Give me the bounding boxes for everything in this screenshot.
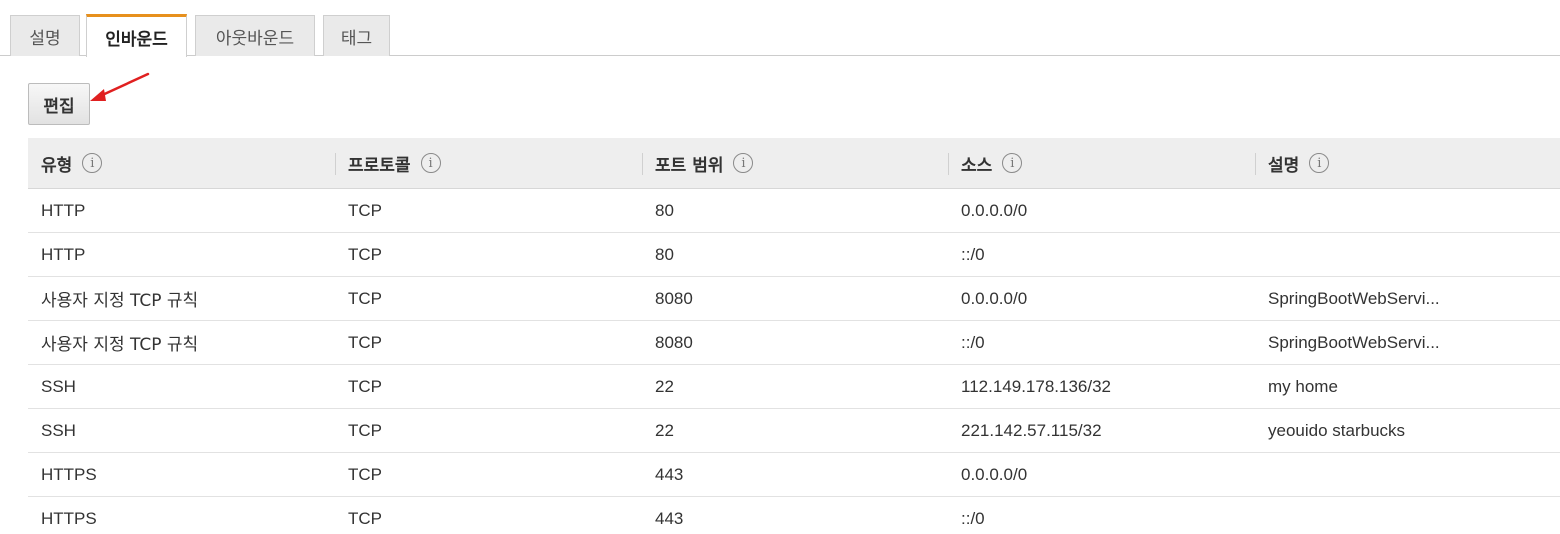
column-header-type[interactable]: 유형 i xyxy=(28,138,335,188)
cell-source: ::/0 xyxy=(961,509,985,528)
cell-type: HTTPS xyxy=(41,464,97,484)
cell-type: SSH xyxy=(41,376,76,396)
cell-protocol: TCP xyxy=(348,376,382,396)
tab-description[interactable]: 설명 xyxy=(10,15,80,56)
cell-port-range: 80 xyxy=(655,200,674,220)
column-header-source[interactable]: 소스 i xyxy=(948,138,1255,188)
tab-outbound[interactable]: 아웃바운드 xyxy=(195,15,315,56)
cell-source: 0.0.0.0/0 xyxy=(961,288,1028,308)
cell-port-range: 443 xyxy=(655,464,684,484)
table-row: SSH TCP 22 221.142.57.115/32 yeouido sta… xyxy=(28,409,1560,453)
column-header-protocol[interactable]: 프로토콜 i xyxy=(335,138,642,188)
cell-description: my home xyxy=(1268,376,1338,396)
cell-source: ::/0 xyxy=(961,244,985,264)
edit-button[interactable]: 편집 xyxy=(28,83,90,125)
cell-description xyxy=(1255,453,1560,496)
cell-description xyxy=(1255,189,1560,232)
cell-source: 221.142.57.115/32 xyxy=(961,420,1102,440)
tab-inbound[interactable]: 인바운드 xyxy=(86,14,187,57)
red-arrow-annotation xyxy=(90,72,150,101)
column-header-description[interactable]: 설명 i xyxy=(1255,138,1560,188)
cell-source: ::/0 xyxy=(961,332,985,352)
info-icon[interactable]: i xyxy=(1002,153,1023,173)
column-header-label: 유형 xyxy=(41,155,73,176)
cell-port-range: 22 xyxy=(655,420,674,440)
cell-source: 112.149.178.136/32 xyxy=(961,376,1111,396)
column-header-label: 프로토콜 xyxy=(348,155,411,176)
cell-source: 0.0.0.0/0 xyxy=(961,464,1028,484)
info-icon[interactable]: i xyxy=(82,153,103,173)
cell-type: HTTP xyxy=(41,244,86,264)
tab-bar: 설명 인바운드 아웃바운드 태그 xyxy=(0,0,1560,57)
cell-protocol: TCP xyxy=(348,244,382,264)
column-header-label: 소스 xyxy=(961,155,993,176)
cell-type: 사용자 지정 TCP 규칙 xyxy=(41,335,199,355)
cell-type: HTTP xyxy=(41,200,86,220)
cell-port-range: 8080 xyxy=(655,332,693,352)
cell-port-range: 443 xyxy=(655,509,684,528)
info-icon[interactable]: i xyxy=(733,153,754,173)
cell-port-range: 80 xyxy=(655,244,674,264)
cell-type: HTTPS xyxy=(41,509,97,528)
cell-protocol: TCP xyxy=(348,288,382,308)
cell-type: 사용자 지정 TCP 규칙 xyxy=(41,291,199,311)
table-row: HTTPS TCP 443 0.0.0.0/0 xyxy=(28,453,1560,497)
cell-description xyxy=(1255,497,1560,534)
cell-source: 0.0.0.0/0 xyxy=(961,200,1028,220)
table-header: 유형 i 프로토콜 i 포트 범위 i 소스 i 설명 i xyxy=(28,138,1560,189)
tab-tags[interactable]: 태그 xyxy=(323,15,390,56)
cell-protocol: TCP xyxy=(348,200,382,220)
cell-description: SpringBootWebServi... xyxy=(1268,332,1440,352)
column-header-label: 설명 xyxy=(1268,155,1300,176)
table-row: HTTP TCP 80 ::/0 xyxy=(28,233,1560,277)
cell-port-range: 22 xyxy=(655,376,674,396)
cell-type: SSH xyxy=(41,420,76,440)
table-row: HTTPS TCP 443 ::/0 xyxy=(28,497,1560,534)
cell-protocol: TCP xyxy=(348,464,382,484)
info-icon[interactable]: i xyxy=(1309,153,1330,173)
table-row: HTTP TCP 80 0.0.0.0/0 xyxy=(28,189,1560,233)
column-header-port-range[interactable]: 포트 범위 i xyxy=(642,138,948,188)
cell-protocol: TCP xyxy=(348,509,382,528)
cell-protocol: TCP xyxy=(348,332,382,352)
table-row: 사용자 지정 TCP 규칙 TCP 8080 ::/0 SpringBootWe… xyxy=(28,321,1560,365)
inbound-rules-table: 유형 i 프로토콜 i 포트 범위 i 소스 i 설명 i HTTP TCP 80 0.0… xyxy=(28,138,1560,534)
column-header-label: 포트 범위 xyxy=(655,155,724,176)
cell-description xyxy=(1255,233,1560,276)
cell-protocol: TCP xyxy=(348,420,382,440)
table-row: SSH TCP 22 112.149.178.136/32 my home xyxy=(28,365,1560,409)
cell-port-range: 8080 xyxy=(655,288,693,308)
cell-description: yeouido starbucks xyxy=(1268,420,1406,440)
cell-description: SpringBootWebServi... xyxy=(1268,288,1440,308)
info-icon[interactable]: i xyxy=(420,153,441,173)
table-row: 사용자 지정 TCP 규칙 TCP 8080 0.0.0.0/0 SpringB… xyxy=(28,277,1560,321)
